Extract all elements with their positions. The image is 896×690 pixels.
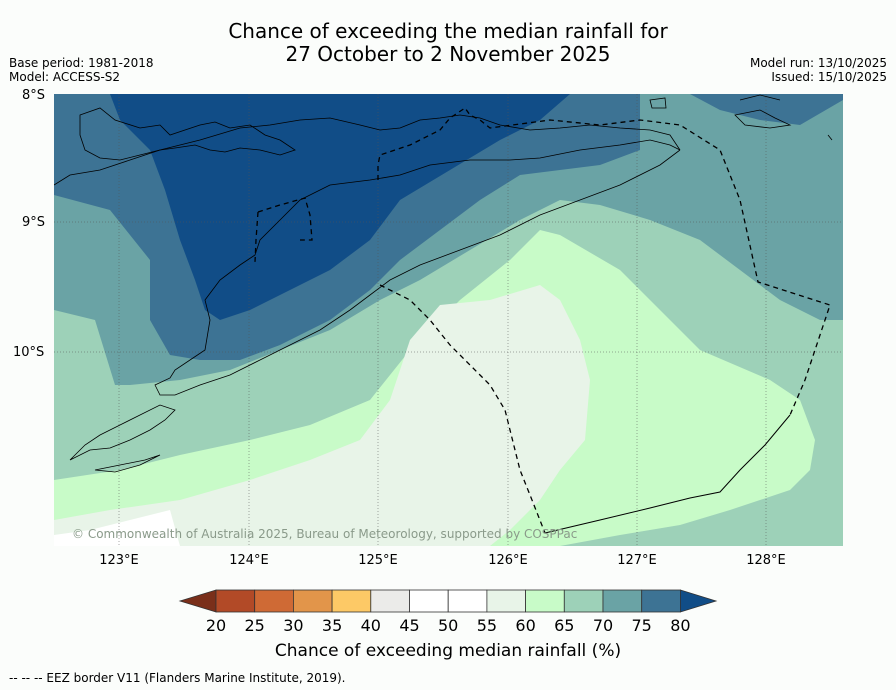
colorbar-bin-55-60 (486, 589, 526, 613)
colorbar-bin-20-25 (215, 589, 256, 613)
base-period: Base period: 1981-2018 (9, 56, 154, 70)
lat-label-10s: 10°S (13, 345, 45, 360)
colorbar-tick-80: 80 (670, 616, 691, 635)
colorbar-tick-25: 25 (244, 616, 265, 635)
colorbar-bin-25-30 (254, 589, 294, 613)
rainfall-contour-map (54, 94, 843, 546)
colorbar-tick-55: 55 (476, 616, 498, 635)
lat-label-8s: 8°S (22, 88, 46, 103)
model-run: Model run: 13/10/2025 (749, 56, 887, 70)
colorbar-bin-65-70 (563, 589, 604, 613)
meta-left: Base period: 1981-2018 Model: ACCESS-S2 (9, 56, 154, 84)
colorbar-label: Chance of exceeding median rainfall (%) (274, 641, 622, 661)
coastlines (54, 94, 833, 473)
colorbar-tick-65: 65 (554, 616, 575, 635)
contour-55 (54, 510, 180, 546)
copyright-note: © Commonwealth of Australia 2025, Bureau… (72, 527, 578, 541)
colorbar-bin-70-75 (602, 589, 643, 613)
contour-80 (54, 94, 843, 125)
colorbar-tick-40: 40 (360, 616, 381, 635)
model-name: Model: ACCESS-S2 (9, 70, 121, 84)
lon-label-126e: 126°E (488, 553, 528, 568)
colorbar-bin-75-80 (641, 589, 681, 613)
lon-label-125e: 125°E (358, 553, 398, 568)
eez-border (254, 107, 831, 534)
issued-date: Issued: 15/10/2025 (771, 70, 887, 84)
lon-label-128e: 128°E (746, 553, 786, 568)
colorbar-tick-50: 50 (438, 616, 459, 635)
lon-label-124e: 124°E (229, 553, 269, 568)
colorbar-tick-45: 45 (399, 616, 420, 635)
colorbar-bin-30-35 (292, 589, 333, 613)
coast-south (544, 414, 791, 534)
colorbar-bin-40-45 (370, 589, 410, 613)
colorbar-tick-30: 30 (283, 616, 304, 635)
colorbar-bin-50-55 (447, 589, 488, 613)
colorbar-tick-60: 60 (515, 616, 536, 635)
title-line-1: Chance of exceeding the median rainfall … (228, 19, 668, 43)
colorbar-bin-60-65 (525, 589, 565, 613)
map-title: Chance of exceeding the median rainfall … (0, 20, 896, 66)
lon-label-123e: 123°E (99, 553, 139, 568)
colorbar (178, 589, 718, 613)
title-line-2: 27 October to 2 November 2025 (285, 42, 611, 66)
colorbar-low-arrow (178, 589, 217, 613)
contour-85 (110, 94, 570, 320)
lat-label-9s: 9°S (22, 215, 46, 230)
eez-footnote: -- -- -- EEZ border V11 (Flanders Marine… (9, 671, 346, 685)
colorbar-bin-45-50 (409, 589, 449, 613)
colorbar-tick-35: 35 (321, 616, 343, 635)
colorbar-high-arrow (680, 589, 718, 613)
colorbar-tick-20: 20 (205, 616, 227, 635)
colorbar-tick-75: 75 (631, 616, 652, 635)
meta-right: Model run: 13/10/2025 Issued: 15/10/2025 (750, 56, 887, 84)
colorbar-bin-35-40 (331, 589, 372, 613)
lon-label-127e: 127°E (617, 553, 657, 568)
colorbar-tick-70: 70 (592, 616, 614, 635)
